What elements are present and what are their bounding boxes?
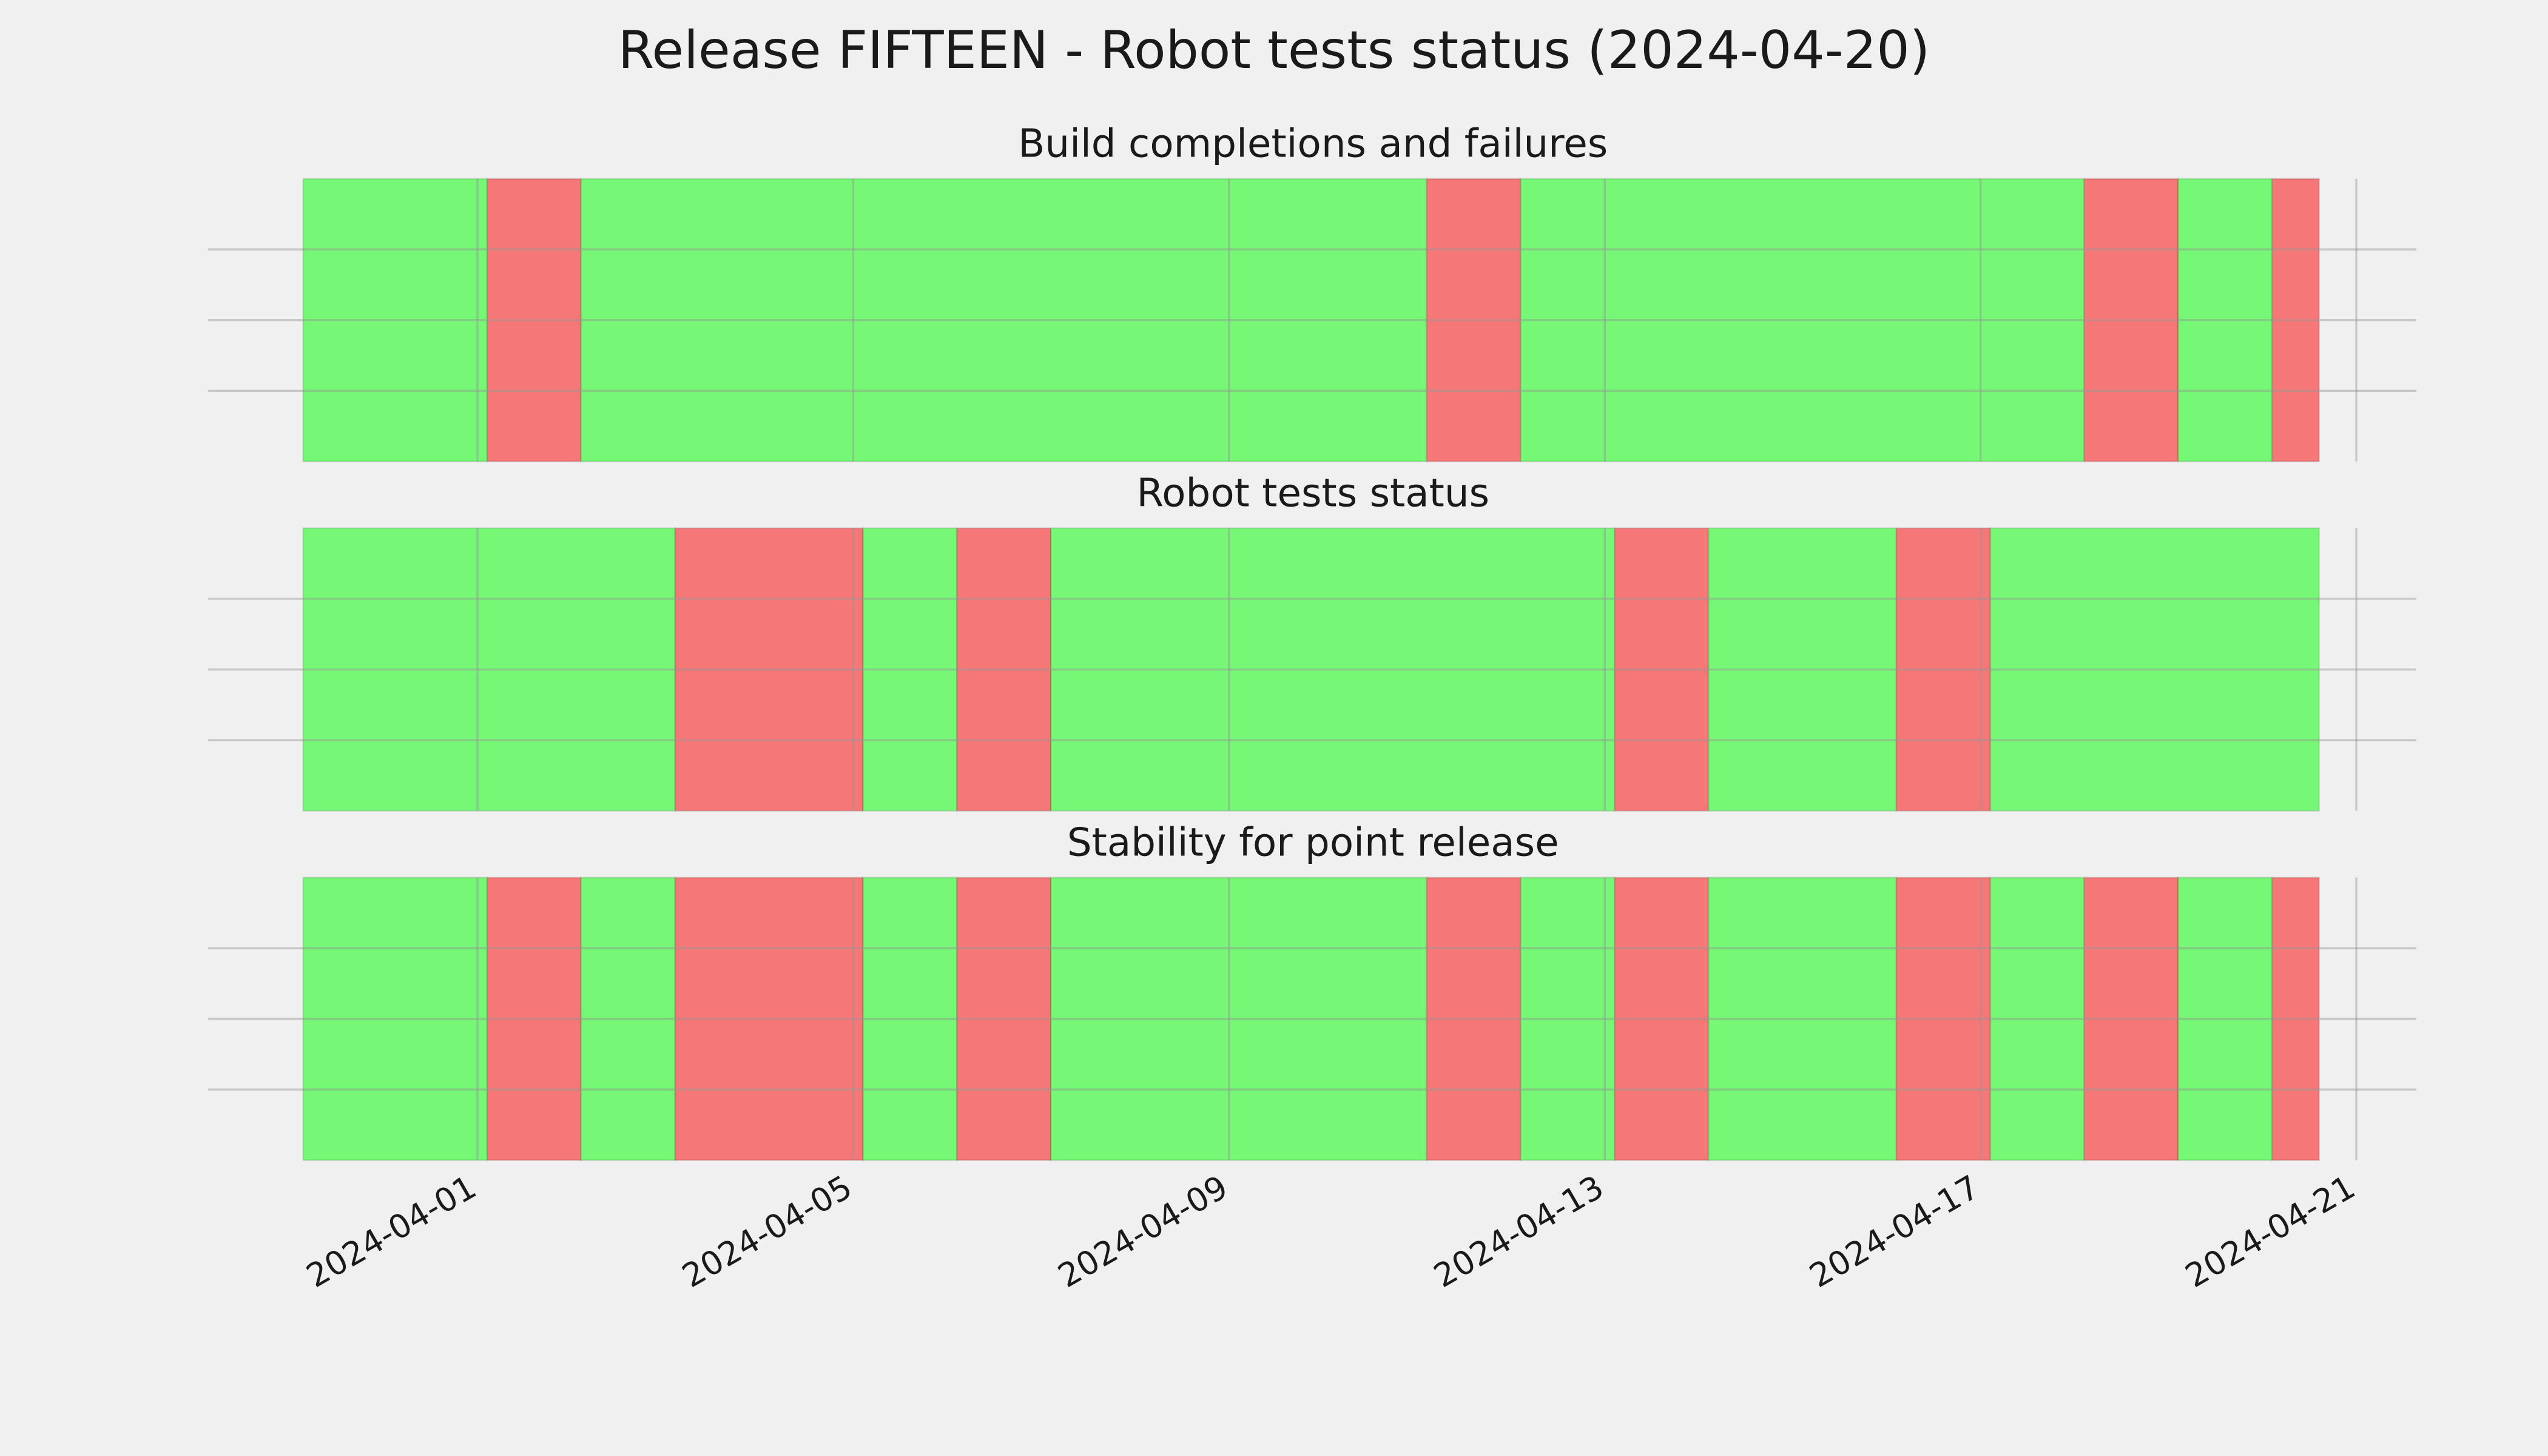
- status-segment: [1520, 178, 2086, 463]
- status-segment: [956, 877, 1052, 1161]
- status-segment: [2083, 877, 2179, 1161]
- status-segment: [2177, 178, 2273, 463]
- status-segment: [1426, 877, 1522, 1161]
- status-segment: [674, 527, 864, 812]
- status-segment: [486, 877, 582, 1161]
- status-segment: [956, 527, 1052, 812]
- status-segment: [486, 178, 582, 463]
- status-segment: [1520, 877, 1616, 1161]
- status-segment: [2271, 877, 2320, 1161]
- status-segment: [580, 178, 1428, 463]
- status-segment: [2083, 178, 2179, 463]
- status-segment: [2177, 877, 2273, 1161]
- status-segment: [302, 178, 488, 463]
- status-segment: [1707, 877, 1898, 1161]
- panel-title: Build completions and failures: [1018, 121, 1608, 167]
- status-segment: [1707, 527, 1898, 812]
- status-segment: [862, 877, 958, 1161]
- status-segment: [1989, 877, 2086, 1161]
- status-segment: [1989, 527, 2320, 812]
- status-segment: [1895, 527, 1992, 812]
- status-segment: [1050, 877, 1428, 1161]
- status-segment: [1050, 527, 1616, 812]
- status-segment: [1895, 877, 1992, 1161]
- panel-title: Robot tests status: [1136, 471, 1489, 516]
- status-segment: [580, 877, 676, 1161]
- status-segment: [862, 527, 958, 812]
- status-segment: [1426, 178, 1522, 463]
- status-segment: [1614, 877, 1710, 1161]
- status-segment: [1614, 527, 1710, 812]
- status-segment: [302, 877, 488, 1161]
- status-segment: [2271, 178, 2320, 463]
- status-segment: [674, 877, 864, 1161]
- status-segment: [302, 527, 676, 812]
- panel-title: Stability for point release: [1067, 820, 1559, 865]
- chart-title: Release FIFTEEN - Robot tests status (20…: [618, 20, 1930, 81]
